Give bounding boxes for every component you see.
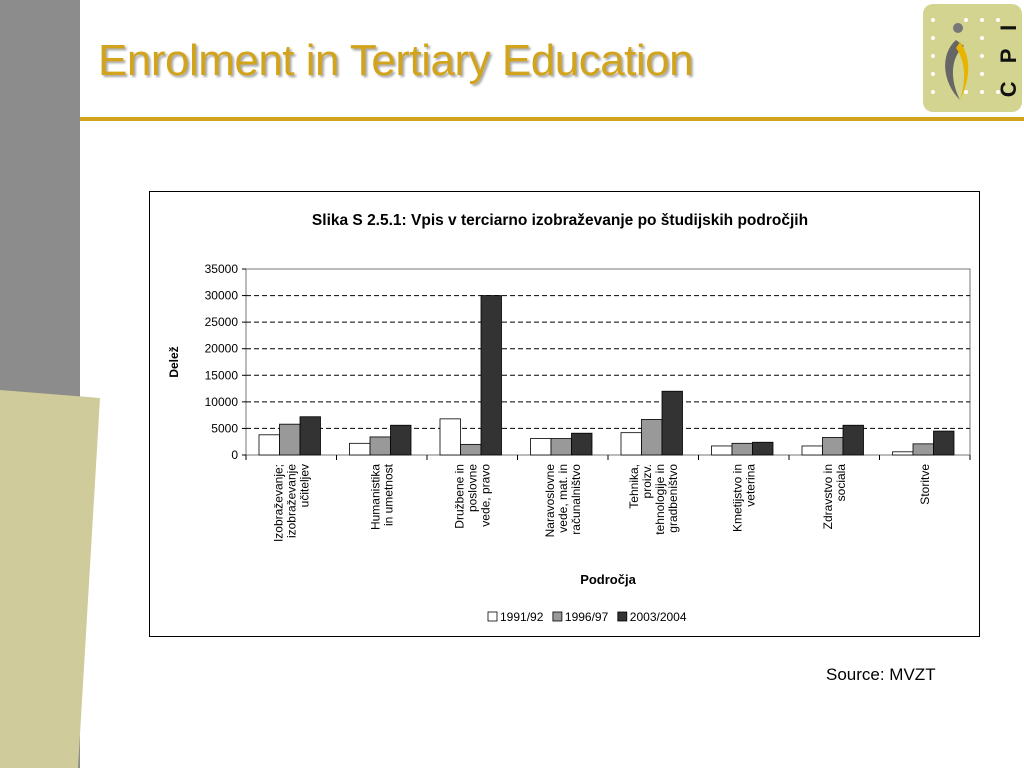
enrolment-bar-chart: Slika S 2.5.1: Vpis v terciarno izobraže… (167, 212, 971, 624)
bar (822, 437, 844, 456)
y-tick-label: 30000 (205, 289, 239, 303)
bar (460, 443, 482, 456)
x-tick-label: Storitve (918, 464, 932, 505)
bar (279, 423, 301, 456)
bar (390, 424, 412, 456)
x-tick-label: Zdravstvo in (821, 464, 835, 529)
source-note: Source: MVZT (826, 665, 936, 684)
bar (641, 418, 663, 456)
bar (801, 445, 823, 456)
bar (933, 430, 955, 456)
bar (892, 451, 914, 456)
x-tick-label: učiteljev (297, 464, 311, 507)
x-tick-label: in umetnost (381, 463, 395, 526)
x-tick-label: Humanistika (368, 464, 382, 530)
bar (571, 432, 593, 456)
bar (439, 418, 461, 456)
x-tick-label: veterina (743, 464, 757, 507)
x-tick-label: Izobraževanje; (271, 464, 285, 542)
x-tick-label: Kmetijstvo in (730, 464, 744, 532)
bar (912, 443, 934, 456)
bar (299, 416, 321, 456)
bar (349, 442, 371, 456)
title-divider (80, 117, 1024, 121)
y-tick-label: 20000 (205, 342, 239, 356)
bar (550, 438, 572, 456)
legend-swatch (617, 611, 628, 622)
y-tick-label: 0 (231, 448, 238, 462)
x-tick-label: tehnologije in (653, 464, 667, 535)
x-tick-label: gradbeništvo (666, 464, 680, 533)
legend-entry: 2003/2004 (630, 610, 687, 624)
y-tick-label: 35000 (205, 262, 239, 276)
bar (661, 390, 683, 456)
legend-entry: 1991/92 (500, 610, 544, 624)
logo-letters: C P I (996, 19, 1021, 98)
x-axis-label: Področja (580, 572, 636, 587)
slide-title: Enrolment in Tertiary Education (98, 36, 694, 85)
bar (258, 434, 280, 456)
x-tick-label: Naravoslovne (543, 464, 557, 538)
y-tick-label: 25000 (205, 315, 239, 329)
bar (731, 442, 753, 456)
x-tick-label: poslovne (465, 464, 479, 512)
legend-entry: 1996/97 (565, 610, 609, 624)
y-tick-label: 5000 (211, 421, 238, 435)
bar (480, 295, 502, 456)
chart-title: Slika S 2.5.1: Vpis v terciarno izobraže… (312, 212, 808, 229)
bar (842, 424, 864, 456)
bar (620, 432, 642, 456)
chart-frame: Slika S 2.5.1: Vpis v terciarno izobraže… (149, 191, 980, 637)
x-tick-label: Tehnika, (627, 464, 641, 509)
legend-swatch (552, 611, 563, 622)
y-axis-label: Delež (167, 346, 181, 377)
x-tick-label: izobraževanje (284, 464, 298, 538)
x-tick-label: sociala (834, 464, 848, 502)
cpi-logo: C P I (923, 4, 1022, 112)
x-tick-label: vede, mat. in (556, 464, 570, 533)
bar (530, 438, 552, 456)
bar (369, 436, 391, 456)
left-decorative-shape (0, 390, 100, 768)
bar (752, 441, 774, 456)
x-tick-label: vede, pravo (478, 464, 492, 527)
y-tick-label: 15000 (205, 368, 239, 382)
x-tick-label: proizv. (640, 464, 654, 498)
x-tick-label: računalništvo (569, 464, 583, 535)
y-tick-label: 10000 (205, 395, 239, 409)
x-tick-label: Družbene in (452, 464, 466, 529)
legend-swatch (487, 611, 498, 622)
bar (711, 445, 733, 456)
